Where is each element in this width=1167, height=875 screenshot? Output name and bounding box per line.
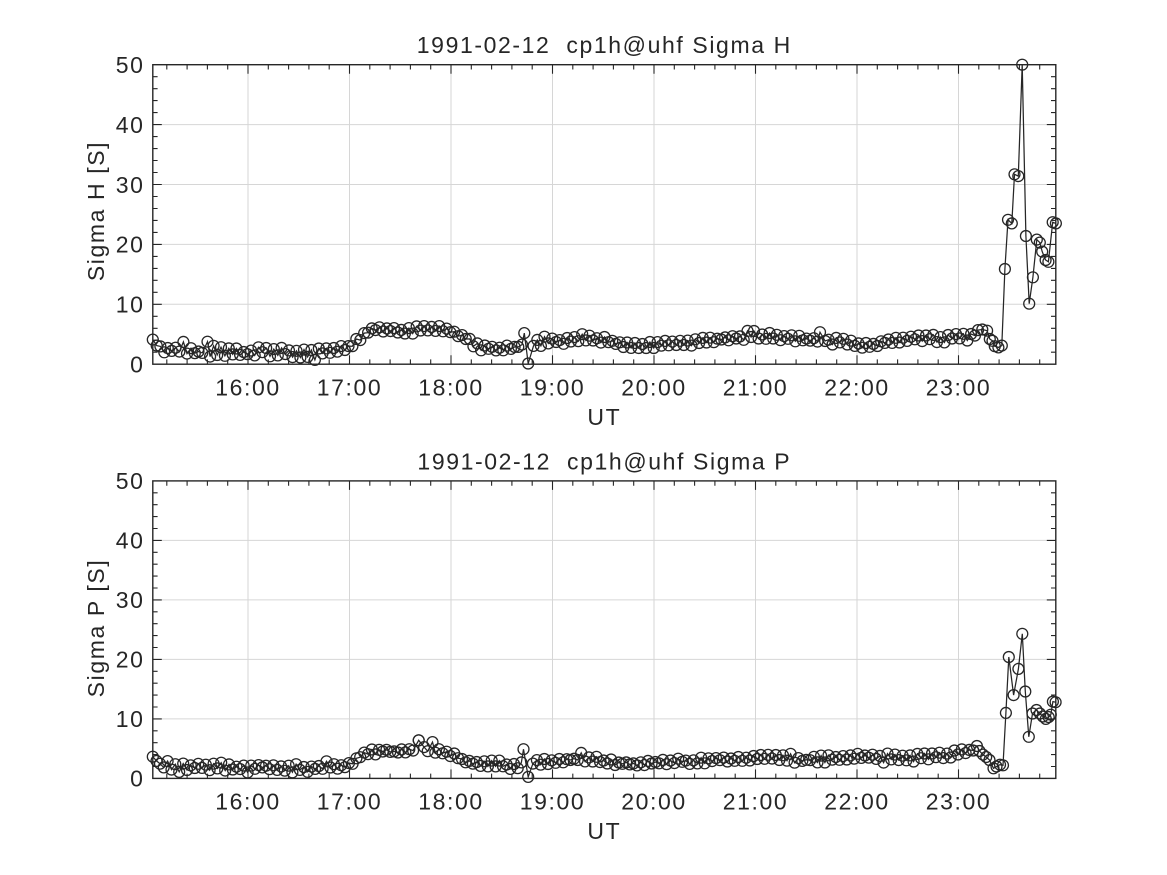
svg-text:21:00: 21:00 [723, 374, 789, 400]
svg-text:UT: UT [587, 818, 621, 844]
svg-text:0: 0 [130, 352, 144, 378]
svg-text:Sigma P [S]: Sigma P [S] [83, 559, 109, 698]
svg-text:0: 0 [130, 766, 144, 792]
svg-text:40: 40 [116, 528, 145, 554]
svg-text:UT: UT [587, 404, 621, 430]
svg-text:20:00: 20:00 [621, 374, 687, 400]
svg-text:30: 30 [116, 587, 145, 613]
svg-text:50: 50 [116, 52, 145, 78]
svg-text:40: 40 [116, 112, 145, 138]
svg-text:50: 50 [116, 468, 145, 494]
svg-text:1991-02-12 cp1h@uhf Sigma H: 1991-02-12 cp1h@uhf Sigma H [417, 32, 792, 58]
svg-text:20:00: 20:00 [621, 789, 687, 815]
svg-text:20: 20 [116, 232, 145, 258]
svg-text:1991-02-12 cp1h@uhf Sigma P: 1991-02-12 cp1h@uhf Sigma P [417, 449, 791, 475]
svg-text:10: 10 [116, 292, 145, 318]
svg-text:17:00: 17:00 [317, 789, 383, 815]
svg-text:22:00: 22:00 [824, 374, 890, 400]
svg-text:21:00: 21:00 [723, 789, 789, 815]
svg-text:Sigma H [S]: Sigma H [S] [83, 141, 109, 281]
svg-text:18:00: 18:00 [418, 374, 484, 400]
svg-text:17:00: 17:00 [317, 374, 383, 400]
svg-text:23:00: 23:00 [926, 374, 992, 400]
svg-text:16:00: 16:00 [215, 374, 281, 400]
svg-text:20: 20 [116, 647, 145, 673]
svg-text:30: 30 [116, 172, 145, 198]
svg-text:22:00: 22:00 [824, 789, 890, 815]
svg-text:10: 10 [116, 706, 145, 732]
svg-text:19:00: 19:00 [520, 789, 586, 815]
svg-text:23:00: 23:00 [926, 789, 992, 815]
svg-text:16:00: 16:00 [215, 789, 281, 815]
svg-text:19:00: 19:00 [520, 374, 586, 400]
svg-text:18:00: 18:00 [418, 789, 484, 815]
